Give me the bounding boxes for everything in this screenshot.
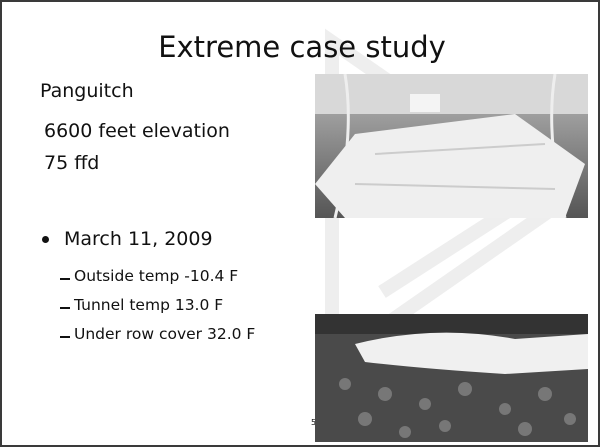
dash-marker [60,278,70,280]
text-line: 75 ffd [44,152,99,174]
text-line: Panguitch [40,80,134,102]
bullet-text: March 11, 2009 [64,228,213,250]
photo-tunnel-cover [315,74,588,218]
sub-item: Tunnel temp 13.0 F [74,296,223,314]
bullet-marker [42,236,49,243]
text-line: 6600 feet elevation [44,120,230,142]
sub-item: Under row cover 32.0 F [74,325,255,343]
slide: Extreme case study Panguitch 6600 feet e… [0,0,600,447]
photo-row-cover [315,314,588,442]
dash-marker [60,307,70,309]
sub-item: Outside temp -10.4 F [74,267,238,285]
dash-marker [60,336,70,338]
slide-title: Extreme case study [2,30,600,64]
